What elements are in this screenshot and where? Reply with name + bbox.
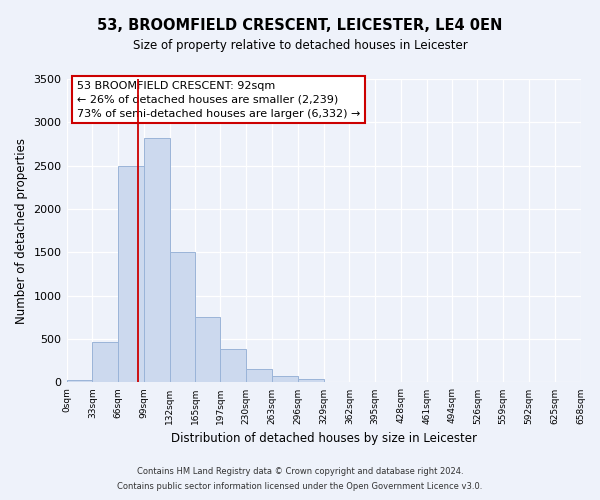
X-axis label: Distribution of detached houses by size in Leicester: Distribution of detached houses by size … xyxy=(170,432,476,445)
Bar xyxy=(67,380,92,382)
Text: Contains HM Land Registry data © Crown copyright and database right 2024.: Contains HM Land Registry data © Crown c… xyxy=(137,467,463,476)
Y-axis label: Number of detached properties: Number of detached properties xyxy=(15,138,28,324)
Text: 53, BROOMFIELD CRESCENT, LEICESTER, LE4 0EN: 53, BROOMFIELD CRESCENT, LEICESTER, LE4 … xyxy=(97,18,503,32)
Bar xyxy=(170,252,196,382)
Text: Contains public sector information licensed under the Open Government Licence v3: Contains public sector information licen… xyxy=(118,482,482,491)
Bar xyxy=(196,318,220,382)
Bar xyxy=(144,138,170,382)
Bar xyxy=(272,376,298,382)
Text: Size of property relative to detached houses in Leicester: Size of property relative to detached ho… xyxy=(133,39,467,52)
Bar xyxy=(92,342,118,382)
Bar xyxy=(220,348,246,382)
Bar xyxy=(246,370,272,382)
Bar xyxy=(298,378,323,382)
Text: 53 BROOMFIELD CRESCENT: 92sqm
← 26% of detached houses are smaller (2,239)
73% o: 53 BROOMFIELD CRESCENT: 92sqm ← 26% of d… xyxy=(77,80,360,118)
Bar xyxy=(118,166,144,382)
